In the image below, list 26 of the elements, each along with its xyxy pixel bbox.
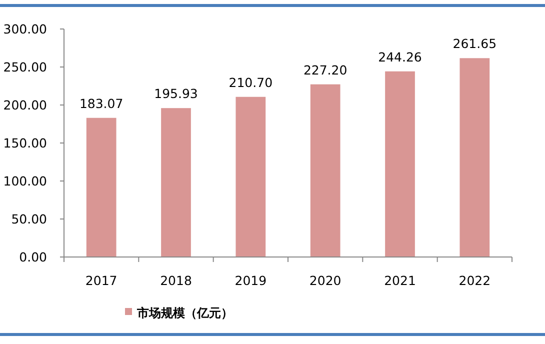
y-tick-label: 200.00 [3,97,48,112]
x-tick-label: 2017 [85,273,118,288]
bar [161,108,191,257]
text: 210.70 [228,74,273,90]
bar [236,96,266,257]
y-tick-label: 50.00 [11,211,48,226]
text: 195.93 [154,86,198,102]
x-tick-label: 2019 [234,273,267,288]
x-tick-label: 2018 [160,273,192,288]
bar [310,84,340,257]
text: 244.26 [378,49,422,64]
bar [86,118,116,257]
x-tick-label: 2022 [458,273,491,288]
x-tick-label: 2021 [384,273,416,288]
x-tick-label: 2020 [309,273,342,288]
y-tick-label: 100.00 [3,173,48,188]
y-tick-label: 300.00 [3,21,48,36]
bar [460,58,490,257]
legend-label: 市场规模（亿元） [136,306,233,320]
y-tick-label: 0.00 [19,249,48,264]
text: 183.07 [79,96,124,111]
y-tick-label: 250.00 [3,59,48,74]
bar [385,71,415,257]
text: 227.20 [303,62,348,78]
text: 261.65 [452,36,497,52]
y-tick-label: 150.00 [3,135,48,150]
